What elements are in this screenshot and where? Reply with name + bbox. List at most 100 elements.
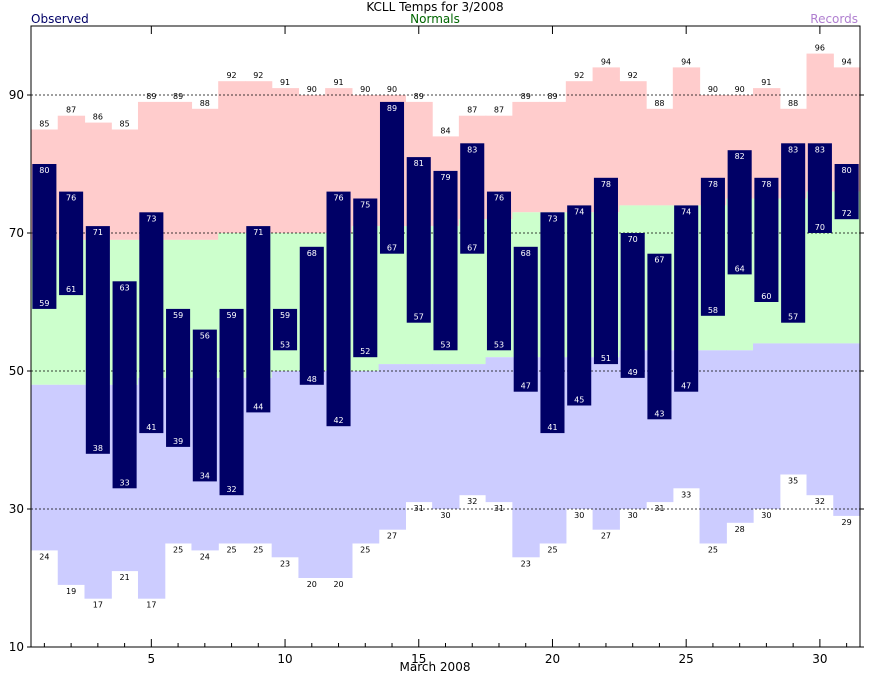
observed-low-label-29: 57 bbox=[788, 313, 798, 322]
record-low-label-15: 31 bbox=[414, 504, 424, 513]
observed-bar-24 bbox=[647, 253, 672, 420]
x-tick-label-10: 10 bbox=[277, 652, 292, 666]
observed-low-label-3: 38 bbox=[93, 444, 103, 453]
y-tick-label-30: 30 bbox=[9, 502, 24, 516]
record-high-label-3: 86 bbox=[93, 113, 103, 122]
observed-low-label-14: 67 bbox=[387, 244, 397, 253]
observed-high-label-29: 83 bbox=[788, 145, 798, 154]
observed-high-label-16: 79 bbox=[440, 173, 450, 182]
observed-low-label-11: 48 bbox=[307, 375, 317, 384]
observed-bar-20 bbox=[540, 212, 565, 434]
record-high-label-15: 89 bbox=[414, 92, 424, 101]
observed-high-label-23: 70 bbox=[628, 235, 638, 244]
observed-bar-19 bbox=[513, 246, 538, 392]
record-low-band-17 bbox=[458, 364, 487, 496]
record-high-label-5: 89 bbox=[146, 92, 156, 101]
observed-high-label-28: 78 bbox=[761, 180, 771, 189]
observed-high-label-21: 74 bbox=[574, 207, 584, 216]
observed-bar-9 bbox=[246, 226, 271, 413]
record-low-band-14 bbox=[378, 364, 406, 530]
record-low-label-9: 25 bbox=[253, 546, 263, 555]
record-high-label-2: 87 bbox=[66, 106, 76, 115]
observed-bar-28 bbox=[754, 177, 779, 302]
observed-bar-12 bbox=[326, 191, 351, 427]
record-high-band-23 bbox=[619, 81, 647, 206]
observed-low-label-12: 42 bbox=[333, 416, 343, 425]
record-low-label-4: 21 bbox=[120, 573, 130, 582]
observed-bar-3 bbox=[85, 226, 110, 454]
record-high-label-14: 90 bbox=[387, 85, 397, 94]
record-low-band-2 bbox=[57, 384, 86, 585]
observed-bar-5 bbox=[139, 212, 164, 434]
record-high-label-9: 92 bbox=[253, 71, 263, 80]
observed-bar-27 bbox=[727, 150, 752, 275]
record-low-band-16 bbox=[432, 364, 460, 509]
x-tick-label-20: 20 bbox=[545, 652, 560, 666]
observed-high-label-22: 78 bbox=[601, 180, 611, 189]
observed-bar-layer bbox=[32, 101, 859, 496]
record-low-label-16: 30 bbox=[440, 511, 450, 520]
observed-bar-26 bbox=[700, 177, 725, 316]
record-high-label-24: 88 bbox=[654, 99, 664, 108]
observed-high-label-17: 83 bbox=[467, 145, 477, 154]
observed-bar-21 bbox=[567, 205, 592, 406]
record-high-label-25: 94 bbox=[681, 57, 691, 66]
record-low-label-24: 31 bbox=[654, 504, 664, 513]
observed-high-label-12: 76 bbox=[333, 194, 343, 203]
observed-high-label-30: 83 bbox=[815, 145, 825, 154]
record-high-label-26: 90 bbox=[708, 85, 718, 94]
record-high-band-6 bbox=[164, 101, 193, 240]
record-low-band-11 bbox=[298, 371, 326, 578]
observed-low-label-20: 41 bbox=[547, 423, 557, 432]
observed-low-label-19: 47 bbox=[521, 382, 531, 391]
record-high-band-24 bbox=[646, 108, 674, 206]
record-low-band-13 bbox=[351, 371, 380, 544]
observed-high-label-19: 68 bbox=[521, 249, 531, 258]
observed-high-label-9: 71 bbox=[253, 228, 263, 237]
record-low-label-2: 19 bbox=[66, 587, 76, 596]
observed-bar-4 bbox=[112, 281, 137, 489]
observed-low-label-9: 44 bbox=[253, 402, 263, 411]
observed-low-label-5: 41 bbox=[146, 423, 156, 432]
chart-title: KCLL Temps for 3/2008 bbox=[366, 0, 504, 14]
record-low-band-29 bbox=[779, 343, 808, 475]
record-low-label-17: 32 bbox=[467, 497, 477, 506]
observed-low-label-31: 72 bbox=[842, 209, 852, 218]
observed-bar-1 bbox=[32, 164, 57, 309]
observed-legend-label: Observed bbox=[31, 12, 89, 26]
observed-bar-11 bbox=[299, 246, 324, 385]
y-tick-label-50: 50 bbox=[9, 364, 24, 378]
record-high-label-30: 96 bbox=[815, 44, 825, 53]
record-high-label-13: 90 bbox=[360, 85, 370, 94]
records-legend-label: Records bbox=[810, 12, 858, 26]
observed-high-label-31: 80 bbox=[842, 166, 852, 175]
record-low-label-5: 17 bbox=[146, 601, 156, 610]
observed-low-label-7: 34 bbox=[200, 471, 210, 480]
record-high-label-1: 85 bbox=[39, 120, 49, 129]
x-tick-label-15: 15 bbox=[411, 652, 426, 666]
x-tick-label-30: 30 bbox=[812, 652, 827, 666]
observed-bar-16 bbox=[433, 170, 458, 351]
record-high-label-18: 87 bbox=[494, 106, 504, 115]
observed-bar-18 bbox=[486, 191, 512, 351]
observed-high-label-4: 63 bbox=[120, 283, 130, 292]
record-low-band-27 bbox=[726, 350, 754, 523]
record-high-band-9 bbox=[244, 81, 273, 233]
observed-low-label-21: 45 bbox=[574, 396, 584, 405]
record-high-label-19: 89 bbox=[521, 92, 531, 101]
observed-bar-13 bbox=[353, 198, 378, 358]
record-high-label-27: 90 bbox=[735, 85, 745, 94]
observed-high-label-27: 82 bbox=[735, 152, 745, 161]
x-tick-label-5: 5 bbox=[148, 652, 156, 666]
observed-bar-25 bbox=[674, 205, 699, 392]
observed-high-label-1: 80 bbox=[39, 166, 49, 175]
observed-high-label-14: 89 bbox=[387, 104, 397, 113]
record-low-band-15 bbox=[405, 364, 433, 503]
record-high-band-11 bbox=[298, 95, 326, 233]
x-axis-label: March 2008 bbox=[399, 660, 471, 674]
record-low-label-3: 17 bbox=[93, 601, 103, 610]
y-tick-label-90: 90 bbox=[9, 88, 24, 102]
record-high-band-3 bbox=[84, 122, 112, 240]
observed-high-label-2: 76 bbox=[66, 194, 76, 203]
observed-low-label-13: 52 bbox=[360, 347, 370, 356]
